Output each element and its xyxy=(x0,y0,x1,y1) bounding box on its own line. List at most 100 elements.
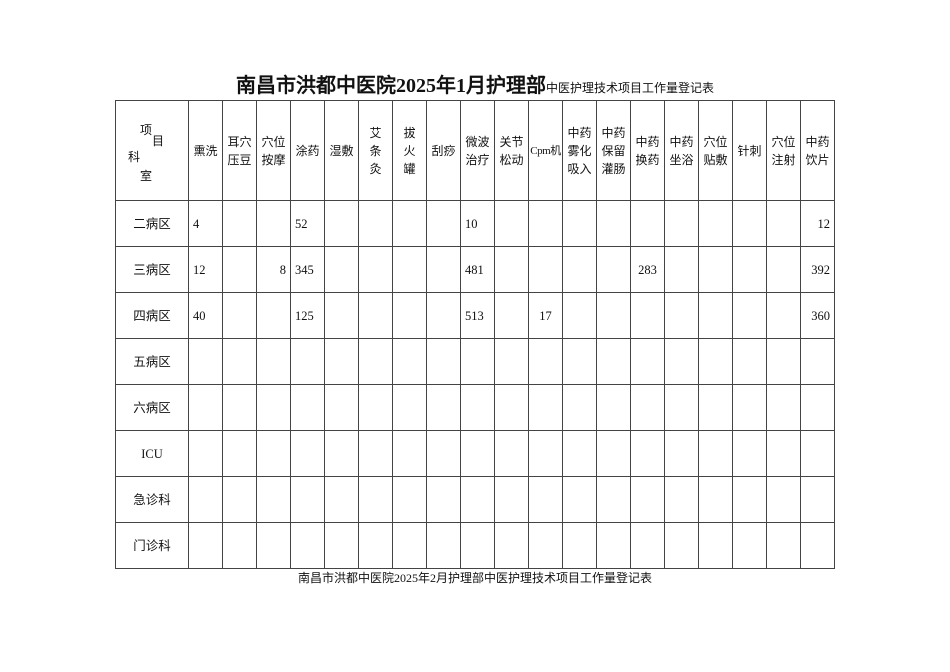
value-cell xyxy=(494,200,529,247)
value-cell: 345 xyxy=(290,246,325,293)
value-cell xyxy=(426,246,461,293)
value-cell xyxy=(528,246,563,293)
value-cell xyxy=(494,476,529,523)
column-header: 艾 条 灸 xyxy=(358,100,393,201)
document-title: 南昌市洪都中医院2025年1月护理部中医护理技术项目工作量登记表 xyxy=(0,69,950,98)
value-cell: 8 xyxy=(256,246,291,293)
column-header: 关节 松动 xyxy=(494,100,529,201)
value-cell xyxy=(256,476,291,523)
value-cell xyxy=(664,384,699,431)
value-cell xyxy=(562,384,597,431)
value-cell xyxy=(800,522,835,569)
value-cell xyxy=(392,292,427,339)
value-cell xyxy=(426,430,461,477)
value-cell xyxy=(494,338,529,385)
value-cell xyxy=(562,522,597,569)
value-cell xyxy=(494,292,529,339)
value-cell xyxy=(392,246,427,293)
value-cell xyxy=(562,200,597,247)
value-cell xyxy=(290,430,325,477)
value-cell xyxy=(222,292,257,339)
dept-cell: 六病区 xyxy=(115,384,189,431)
value-cell xyxy=(494,522,529,569)
value-cell xyxy=(664,246,699,293)
value-cell xyxy=(766,338,801,385)
value-cell xyxy=(222,200,257,247)
value-cell xyxy=(630,338,665,385)
corner-item-1: 项 xyxy=(140,123,153,137)
column-header: 中药 坐浴 xyxy=(664,100,699,201)
value-cell xyxy=(732,384,767,431)
value-cell xyxy=(664,292,699,339)
column-header: 中药 保留 灌肠 xyxy=(596,100,631,201)
corner-dept-2: 室 xyxy=(140,169,153,183)
value-cell xyxy=(596,292,631,339)
table-row: 急诊科 xyxy=(115,476,835,523)
dept-cell: 三病区 xyxy=(115,246,189,293)
value-cell xyxy=(222,430,257,477)
value-cell xyxy=(324,430,359,477)
table-row: 三病区 12 8 345 481 283 392 xyxy=(115,246,835,293)
dept-cell: 急诊科 xyxy=(115,476,189,523)
table-row: 二病区 4 52 10 12 xyxy=(115,200,835,247)
value-cell xyxy=(528,522,563,569)
value-cell xyxy=(800,476,835,523)
value-cell: 481 xyxy=(460,246,495,293)
value-cell: 392 xyxy=(800,246,835,293)
value-cell xyxy=(324,246,359,293)
column-header: 针刺 xyxy=(732,100,767,201)
value-cell xyxy=(358,200,393,247)
value-cell xyxy=(732,476,767,523)
value-cell xyxy=(732,338,767,385)
value-cell xyxy=(528,200,563,247)
dept-cell: 门诊科 xyxy=(115,522,189,569)
value-cell xyxy=(324,522,359,569)
value-cell xyxy=(766,292,801,339)
column-header: 微波 治疗 xyxy=(460,100,495,201)
value-cell xyxy=(358,430,393,477)
value-cell xyxy=(494,384,529,431)
value-cell xyxy=(392,522,427,569)
value-cell xyxy=(630,384,665,431)
value-cell xyxy=(596,384,631,431)
value-cell xyxy=(664,430,699,477)
column-header: 涂药 xyxy=(290,100,325,201)
value-cell xyxy=(562,246,597,293)
value-cell: 360 xyxy=(800,292,835,339)
value-cell xyxy=(392,430,427,477)
corner-item-2: 目 xyxy=(152,134,165,148)
column-header: 穴位 按摩 xyxy=(256,100,291,201)
value-cell xyxy=(528,476,563,523)
value-cell: 40 xyxy=(188,292,223,339)
value-cell xyxy=(290,476,325,523)
value-cell xyxy=(392,200,427,247)
value-cell xyxy=(732,200,767,247)
value-cell: 10 xyxy=(460,200,495,247)
column-header: 中药 雾化 吸入 xyxy=(562,100,597,201)
value-cell: 12 xyxy=(188,246,223,293)
value-cell xyxy=(256,384,291,431)
value-cell xyxy=(664,476,699,523)
value-cell xyxy=(630,200,665,247)
value-cell xyxy=(358,246,393,293)
value-cell xyxy=(426,522,461,569)
value-cell xyxy=(766,430,801,477)
value-cell xyxy=(562,338,597,385)
value-cell: 17 xyxy=(528,292,563,339)
value-cell xyxy=(290,522,325,569)
value-cell xyxy=(324,292,359,339)
value-cell xyxy=(766,200,801,247)
column-header: 中药 换药 xyxy=(630,100,665,201)
value-cell xyxy=(766,246,801,293)
value-cell xyxy=(256,200,291,247)
value-cell xyxy=(324,384,359,431)
value-cell: 4 xyxy=(188,200,223,247)
value-cell xyxy=(460,522,495,569)
value-cell xyxy=(732,292,767,339)
table-row: ICU xyxy=(115,430,835,477)
value-cell xyxy=(698,200,733,247)
value-cell xyxy=(222,522,257,569)
column-header: 刮痧 xyxy=(426,100,461,201)
column-header: 湿敷 xyxy=(324,100,359,201)
dept-cell: 二病区 xyxy=(115,200,189,247)
